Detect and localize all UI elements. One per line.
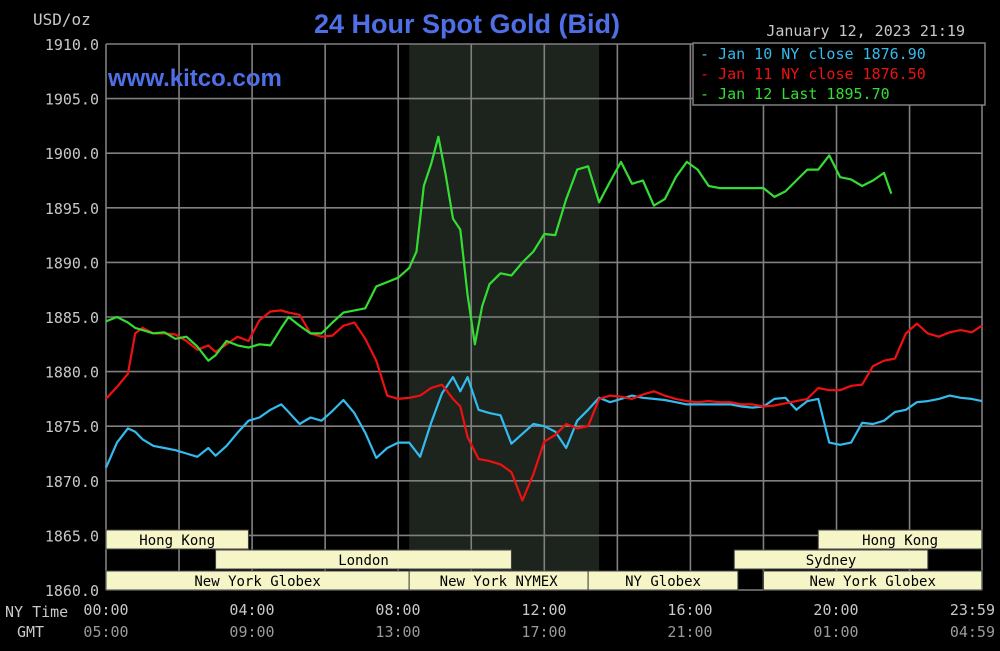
plot-area: 1910.0 1905.0 1900.0 1895.0 1890.0 1885.0 1880… (45, 36, 995, 641)
x-tick-ny: 04:00 (229, 601, 274, 619)
session-bar (587, 570, 739, 591)
session-label: NY Globex (625, 574, 701, 590)
x-tick-ny: 20:00 (813, 601, 858, 619)
session-label: New York NYMEX (440, 574, 559, 590)
session-label: New York Globex (809, 574, 935, 590)
timestamp: January 12, 2023 21:19 (766, 22, 965, 40)
x-tick-gmt: 17:00 (521, 623, 566, 641)
session-bar (817, 529, 983, 550)
x-tick-gmt: 21:00 (667, 623, 712, 641)
x-tick-ny: 23:59 (950, 601, 995, 619)
y-tick-label: 1890.0 (45, 254, 99, 272)
session-label: Sydney (806, 553, 857, 569)
session-bar (105, 529, 249, 550)
y-tick-label: 1865.0 (45, 527, 99, 545)
series-line-jan-10 (104, 376, 983, 469)
y-tick-label: 1910.0 (45, 36, 99, 54)
legend-item: - Jan 10 NY close 1876.90 (700, 45, 926, 63)
y-tick-label: 1870.0 (45, 473, 99, 491)
ny-time-label: NY Time (5, 603, 68, 621)
x-tick-gmt: 04:59 (950, 623, 995, 641)
x-tick-ny: 16:00 (667, 601, 712, 619)
y-tick-label: 1880.0 (45, 364, 99, 382)
legend-box (692, 42, 986, 106)
x-tick-gmt: 01:00 (813, 623, 858, 641)
series-line-jan-12 (105, 135, 893, 362)
x-tick-gmt: 09:00 (229, 623, 274, 641)
x-tick-ny: 00:00 (83, 601, 128, 619)
gmt-label: GMT (17, 623, 44, 641)
session-label: Hong Kong (862, 533, 938, 549)
session-bar (215, 549, 512, 570)
y-tick-label: 1885.0 (45, 309, 99, 327)
session-bar (762, 570, 983, 591)
session-label: New York Globex (194, 574, 320, 590)
legend-item: - Jan 11 NY close 1876.50 (700, 65, 926, 83)
legend: - Jan 10 NY close 1876.90 - Jan 11 NY clo… (692, 42, 986, 106)
y-tick-label: 1860.0 (45, 582, 99, 600)
legend-item: - Jan 12 Last 1895.70 (700, 85, 890, 103)
session-label: London (338, 553, 389, 569)
y-unit-label: USD/oz (33, 10, 91, 29)
chart-title: 24 Hour Spot Gold (Bid) (314, 9, 620, 39)
session-label: Hong Kong (139, 533, 215, 549)
x-tick-gmt: 05:00 (83, 623, 128, 641)
y-tick-label: 1905.0 (45, 91, 99, 109)
series-line-jan-11 (105, 309, 983, 502)
y-tick-label: 1900.0 (45, 145, 99, 163)
x-tick-ny: 08:00 (375, 601, 420, 619)
x-tick-ny: 12:00 (521, 601, 566, 619)
kitco-watermark: www.kitco.com (107, 65, 282, 92)
y-tick-label: 1875.0 (45, 418, 99, 436)
session-bar (733, 549, 929, 570)
y-tick-label: 1895.0 (45, 200, 99, 218)
x-tick-gmt: 13:00 (375, 623, 420, 641)
